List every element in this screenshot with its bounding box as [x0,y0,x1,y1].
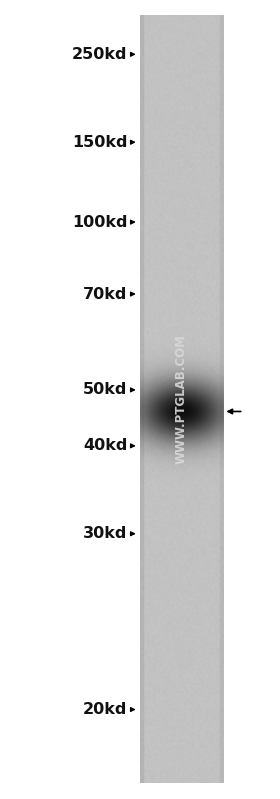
Text: 150kd: 150kd [72,135,127,149]
Text: WWW.PTGLAB.COM: WWW.PTGLAB.COM [175,335,188,464]
Text: 70kd: 70kd [83,287,127,301]
Text: 30kd: 30kd [83,527,127,541]
Text: 100kd: 100kd [72,215,127,229]
Text: 40kd: 40kd [83,439,127,453]
Text: 50kd: 50kd [83,383,127,397]
Text: 250kd: 250kd [72,47,127,62]
Text: 20kd: 20kd [83,702,127,717]
